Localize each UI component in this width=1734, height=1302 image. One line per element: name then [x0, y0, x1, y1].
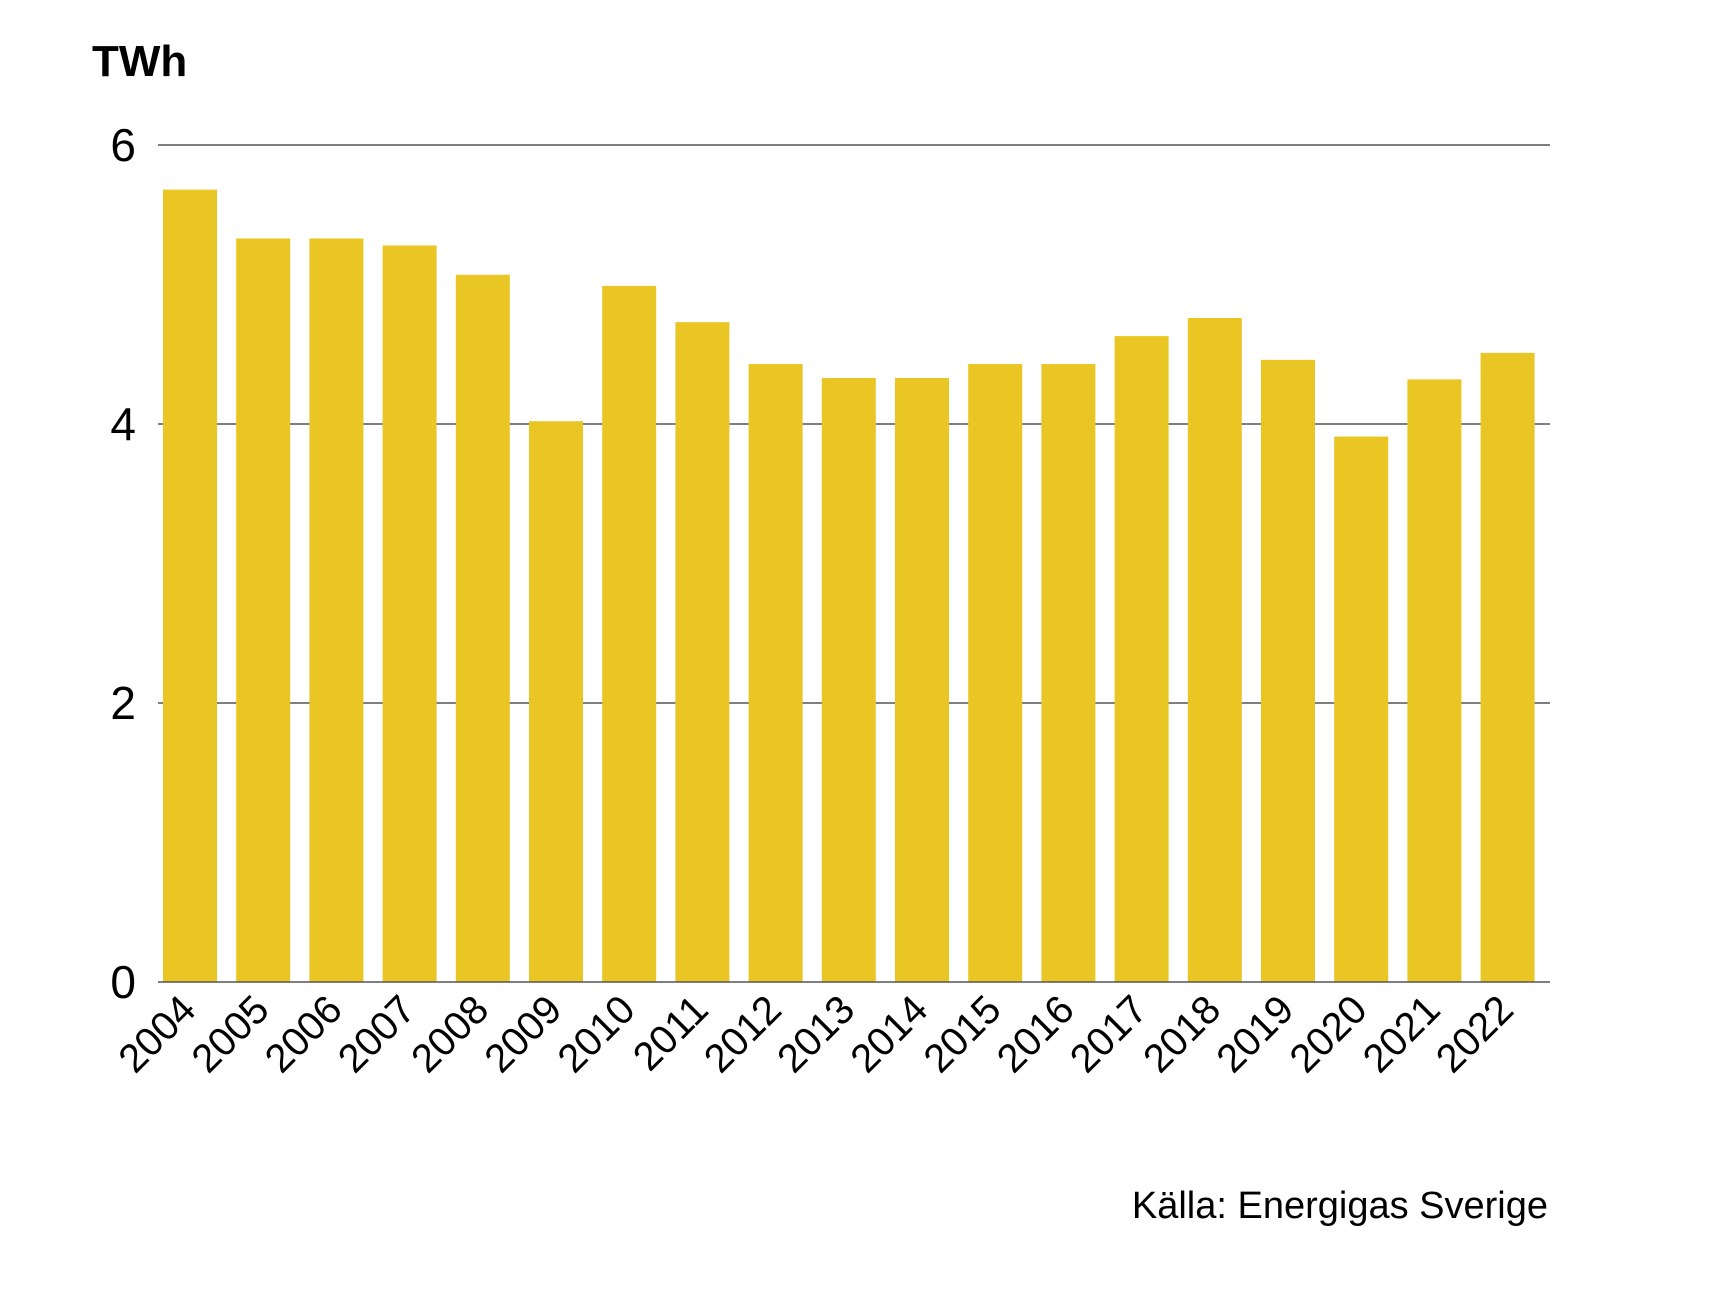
x-tick-label: 2012: [696, 987, 790, 1081]
x-tick-label: 2019: [1208, 987, 1302, 1081]
bar-2016: [1041, 364, 1096, 982]
x-tick-label: 2021: [1355, 987, 1449, 1081]
x-tick-label: 2014: [842, 987, 936, 1081]
x-tick-label: 2009: [476, 987, 570, 1081]
bar-2021: [1407, 379, 1462, 982]
y-axis-ticks: 0 2 4 6: [110, 119, 136, 1008]
x-tick-label: 2010: [550, 987, 644, 1081]
x-tick-label: 2007: [330, 987, 424, 1081]
x-axis-ticks: 2004200520062007200820092010201120122013…: [110, 987, 1522, 1081]
bars: [163, 189, 1535, 983]
bar-2011: [675, 322, 730, 982]
x-tick-label: 2022: [1428, 987, 1522, 1081]
bar-2018: [1187, 317, 1242, 983]
x-tick-label: 2016: [989, 987, 1083, 1081]
y-tick-label: 4: [110, 398, 136, 450]
x-tick-label: 2008: [403, 987, 497, 1081]
bar-2009: [529, 421, 583, 983]
x-tick-label: 2011: [625, 987, 717, 1079]
x-tick-label: 2017: [1062, 987, 1156, 1081]
x-tick-label: 2006: [257, 987, 351, 1081]
x-tick-label: 2005: [184, 987, 278, 1081]
y-tick-label: 6: [110, 119, 136, 171]
x-tick-label: 2018: [1135, 987, 1229, 1081]
bar-2012: [748, 364, 803, 982]
bar-2010: [602, 285, 657, 982]
bar-2005: [236, 238, 291, 983]
bar-2017: [1114, 336, 1169, 982]
x-tick-label: 2020: [1282, 987, 1376, 1081]
bar-2014: [895, 377, 949, 983]
x-tick-label: 2015: [916, 987, 1010, 1081]
bar-2019: [1261, 359, 1315, 983]
source-note: Källa: Energigas Sverige: [1132, 1185, 1548, 1227]
bar-2020: [1334, 436, 1389, 982]
bar-2022: [1480, 352, 1535, 983]
bar-2004: [163, 189, 217, 982]
bar-2015: [968, 364, 1023, 982]
bar-2008: [455, 274, 510, 982]
bar-2013: [821, 377, 876, 983]
bar-2007: [382, 245, 437, 982]
bar-2006: [309, 238, 364, 983]
y-tick-label: 2: [110, 677, 136, 729]
y-axis-unit-label: TWh: [92, 37, 187, 86]
y-tick-label: 0: [110, 956, 136, 1008]
x-tick-label: 2013: [769, 987, 863, 1081]
